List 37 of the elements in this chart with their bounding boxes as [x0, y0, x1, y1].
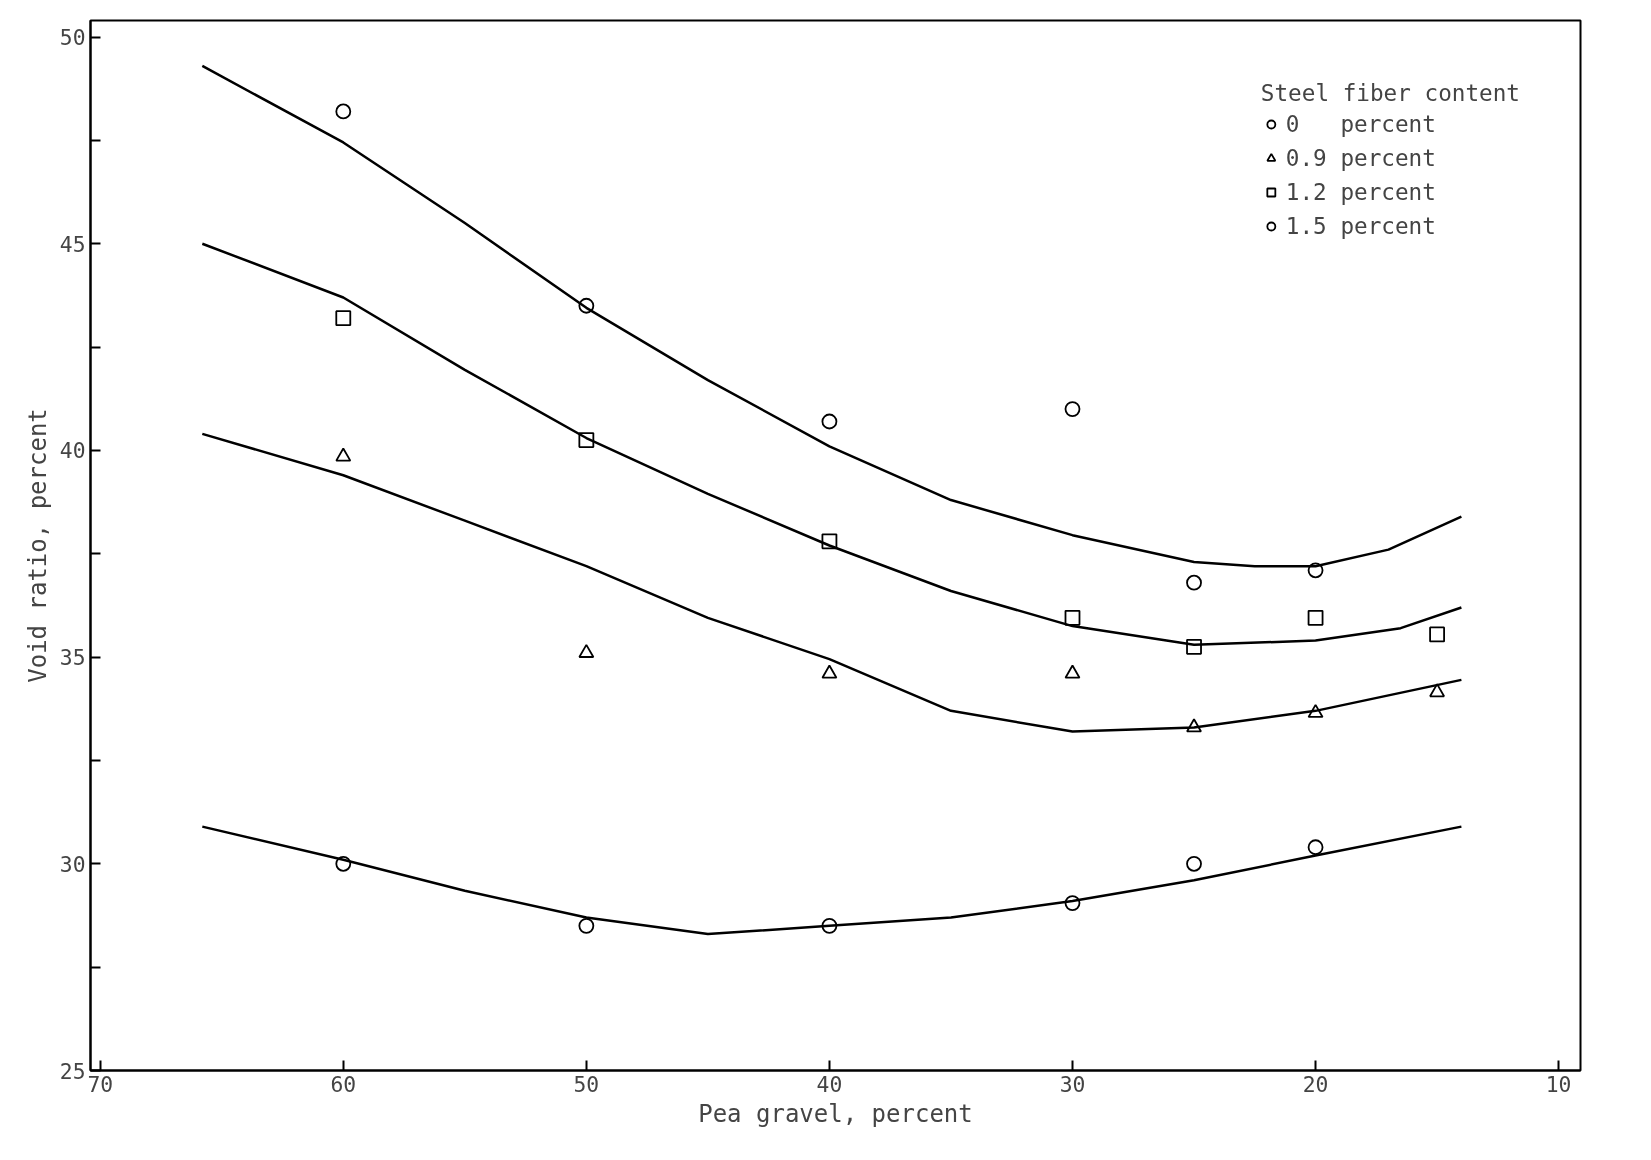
line-series [201, 825, 1463, 936]
x-tick-label: 10 [1545, 1071, 1572, 1097]
legend-label: 1.2 percent [1285, 179, 1436, 205]
x-tick-label: 20 [1302, 1071, 1329, 1097]
y-axis-title: Void ratio, percent [23, 408, 52, 683]
y-tick-label: 50 [59, 25, 86, 51]
point [335, 310, 352, 327]
x-axis-title: Pea gravel, percent [698, 1099, 973, 1128]
x-tick-label: 40 [816, 1071, 843, 1097]
legend-label: 0.9 percent [1285, 145, 1436, 171]
x-tick-label: 50 [573, 1071, 600, 1097]
point [821, 413, 838, 430]
y-tick-label: 45 [59, 231, 86, 257]
point [1307, 839, 1324, 856]
point [1429, 683, 1445, 698]
y-tick-label: 35 [59, 645, 86, 671]
legend-label: 1.5 percent [1285, 213, 1436, 239]
point [821, 664, 838, 679]
legend-title: Steel fiber content [1260, 80, 1520, 106]
point [1429, 626, 1445, 643]
point [578, 644, 595, 658]
legend-label: 0 percent [1285, 111, 1436, 137]
x-tick-label: 30 [1059, 1071, 1086, 1097]
point [1186, 855, 1202, 872]
x-tick-label: 70 [87, 1071, 114, 1097]
y-tick-label: 30 [59, 851, 86, 877]
point [335, 447, 352, 462]
y-tick-label: 25 [59, 1058, 86, 1084]
x-tick-label: 60 [330, 1071, 357, 1097]
point [1064, 401, 1081, 417]
point [1064, 664, 1081, 679]
y-tick-label: 40 [59, 438, 86, 464]
line-series [201, 432, 1463, 733]
point [1307, 609, 1324, 626]
point [1186, 574, 1202, 591]
point [578, 917, 595, 934]
point [335, 103, 352, 120]
